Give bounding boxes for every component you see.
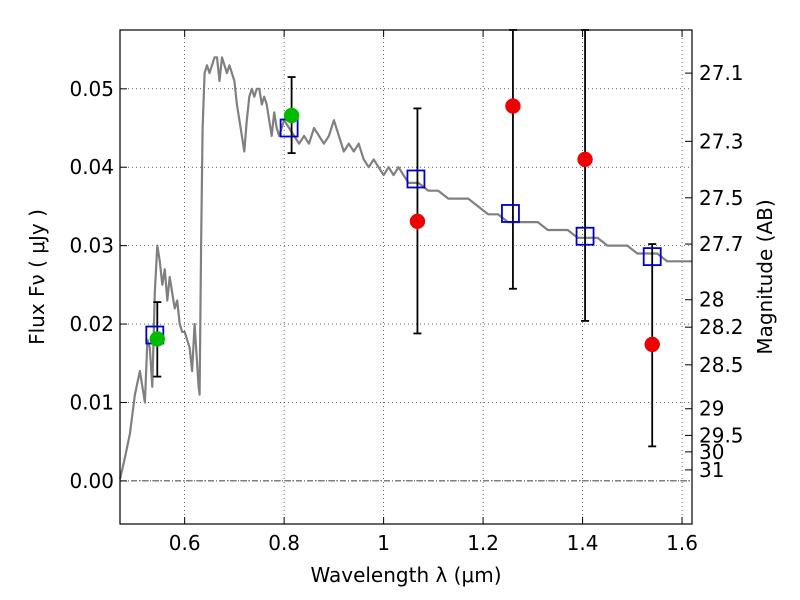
circle-marker-2-2 (577, 151, 593, 168)
square-marker-2 (406, 169, 426, 189)
markers (145, 98, 662, 353)
y-tick-label-0: 0.00 (69, 469, 114, 493)
y-tick-label-3: 0.03 (69, 234, 114, 258)
circle-marker-2-1 (505, 98, 521, 114)
y2-tick-label-9: 30 (699, 440, 724, 464)
x-axis-label: Wavelength λ (μm) (310, 563, 501, 587)
y2-tick-label-7: 29 (699, 397, 724, 421)
y-tick-label-1: 0.01 (69, 390, 114, 414)
y2-tick-label-1: 27.3 (699, 129, 744, 153)
x-axis-ticks: 0.6 0.8 1 1.2 1.4 1.6 (169, 30, 698, 555)
circle-marker-1-1 (283, 107, 300, 124)
y-tick-label-5: 0.05 (69, 77, 114, 101)
square-marker-5 (642, 247, 662, 267)
y2-tick-label-8: 29.5 (699, 423, 744, 447)
plot-frame (119, 29, 693, 525)
x-tick-label-0: 0.6 (169, 531, 201, 555)
grid (120, 30, 692, 524)
x-tick-label-5: 1.6 (666, 531, 698, 555)
y2-tick-label-10: 31 (699, 458, 724, 482)
y2-tick-label-2: 27.5 (699, 186, 744, 210)
y2-tick-label-0: 27.1 (699, 61, 744, 85)
y2-tick-label-4: 28 (699, 288, 724, 312)
circle-marker-1-0 (149, 331, 166, 347)
plot-background (120, 30, 692, 524)
x-tick-label-2: 1 (377, 531, 390, 555)
circle-marker-2-3 (644, 336, 660, 353)
y-axis-ticks: 0.00 0.01 0.02 0.03 0.04 0.05 (69, 77, 127, 493)
x-tick-label-1: 0.8 (268, 531, 300, 555)
model-spectrum (118, 56, 692, 480)
y-axis-label: Flux Fν ( μJy ) (25, 209, 49, 345)
y2-tick-label-5: 28.2 (699, 315, 744, 339)
square-marker-4 (575, 226, 595, 246)
y2-axis-label: Magnitude (AB) (753, 199, 777, 354)
y-tick-label-4: 0.04 (69, 155, 114, 179)
x-tick-label-3: 1.2 (467, 531, 499, 555)
circle-marker-2-0 (409, 213, 426, 230)
y-tick-label-2: 0.02 (69, 312, 114, 336)
y2-tick-label-6: 28.5 (699, 353, 744, 377)
model-spectrum-line (118, 56, 692, 480)
square-marker-3 (501, 204, 520, 223)
x-tick-label-4: 1.4 (567, 531, 599, 555)
y2-tick-label-3: 27.7 (699, 232, 744, 256)
